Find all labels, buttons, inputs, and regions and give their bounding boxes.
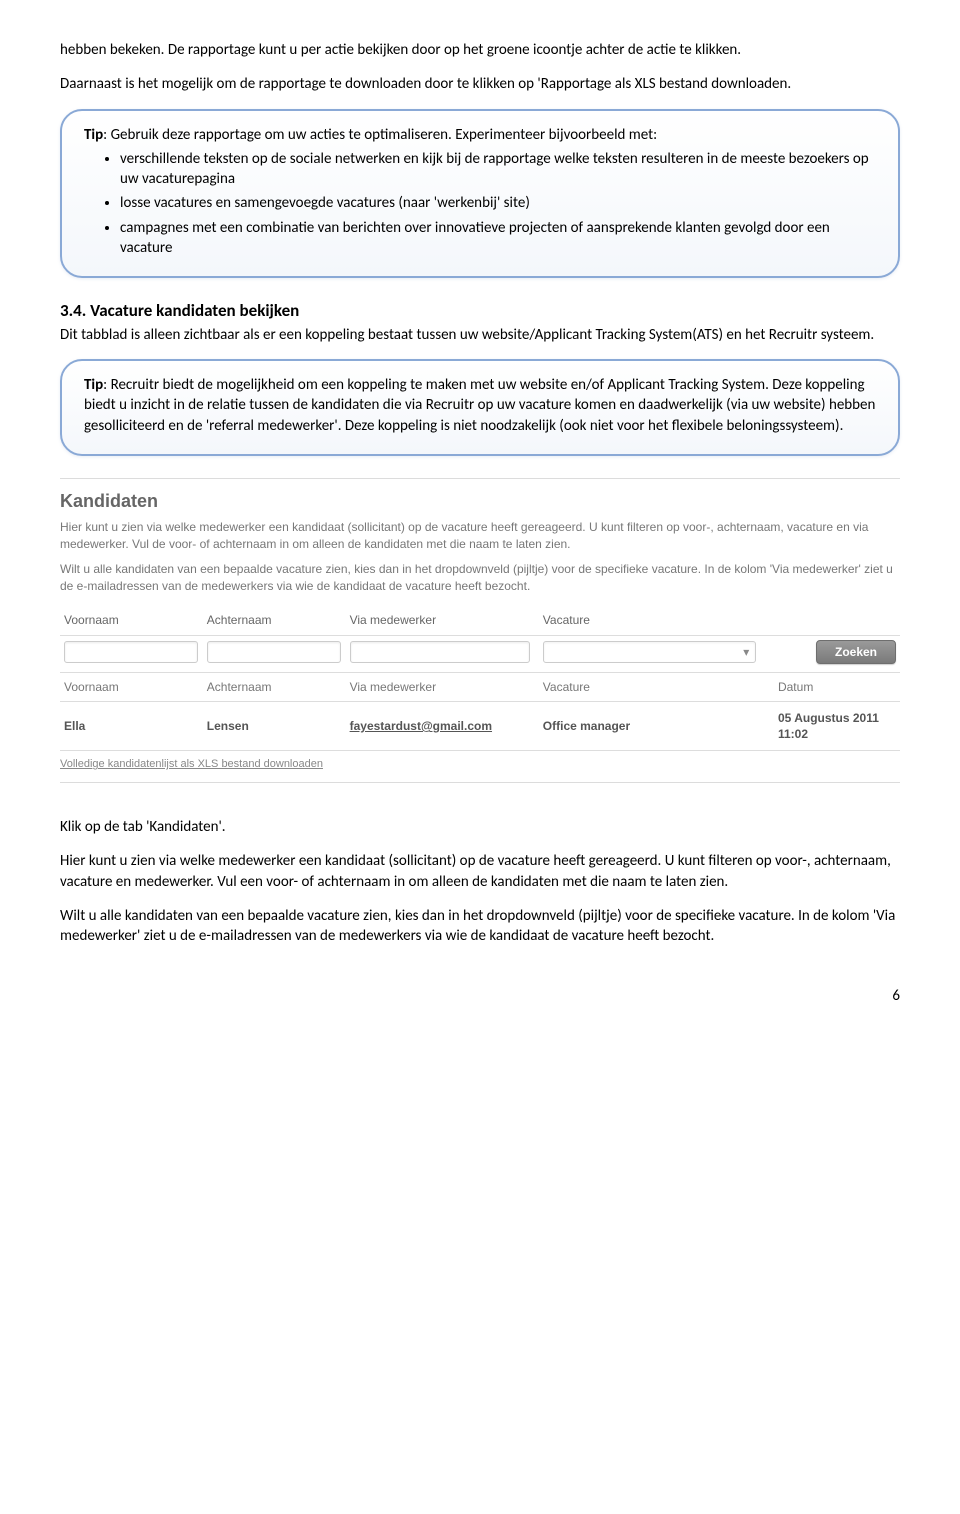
body-paragraph: Klik op de tab 'Kandidaten'. [60, 817, 900, 837]
col-header-vacature: Vacature [539, 606, 774, 635]
col2-via-medewerker: Via medewerker [346, 672, 539, 701]
cell-datum: 05 Augustus 2011 11:02 [774, 701, 900, 750]
page-number: 6 [60, 986, 900, 1006]
col2-datum: Datum [774, 672, 900, 701]
col-header-voornaam: Voornaam [60, 606, 203, 635]
kandidaten-title: Kandidaten [60, 479, 900, 519]
voornaam-input[interactable] [64, 641, 198, 663]
section-heading-3-4: 3.4. Vacature kandidaten bekijken [60, 300, 900, 323]
cell-achternaam: Lensen [203, 701, 346, 750]
tip-bullet: campagnes met een combinatie van bericht… [120, 218, 876, 259]
cell-vacature: Office manager [539, 701, 774, 750]
tip-text: : Gebruik deze rapportage om uw acties t… [103, 126, 657, 144]
col2-vacature: Vacature [539, 672, 774, 701]
kandidaten-filter-table: Voornaam Achternaam Via medewerker Vacat… [60, 606, 900, 751]
kandidaten-screenshot: Kandidaten Hier kunt u zien via welke me… [60, 478, 900, 783]
body-paragraph: Daarnaast is het mogelijk om de rapporta… [60, 74, 900, 94]
tip-box-1: Tip: Gebruik deze rapportage om uw actie… [60, 109, 900, 279]
table-row: Ella Lensen fayestardust@gmail.com Offic… [60, 701, 900, 750]
vacature-dropdown[interactable]: ▾ [543, 641, 757, 663]
chevron-down-icon: ▾ [743, 644, 749, 660]
body-paragraph: hebben bekeken. De rapportage kunt u per… [60, 40, 900, 60]
body-paragraph: Wilt u alle kandidaten van een bepaalde … [60, 906, 900, 947]
kandidaten-intro-1: Hier kunt u zien via welke medewerker ee… [60, 519, 900, 553]
col2-achternaam: Achternaam [203, 672, 346, 701]
result-header-row: Voornaam Achternaam Via medewerker Vacat… [60, 672, 900, 701]
tip-box-2: Tip: Recruitr biedt de mogelijkheid om e… [60, 359, 900, 456]
col2-voornaam: Voornaam [60, 672, 203, 701]
via-medewerker-input[interactable] [350, 641, 530, 663]
col-header-achternaam: Achternaam [203, 606, 346, 635]
body-paragraph: Hier kunt u zien via welke medewerker ee… [60, 851, 900, 892]
tip-label: Tip [84, 126, 103, 144]
tip-bullet: verschillende teksten op de sociale netw… [120, 149, 876, 190]
tip-label: Tip [84, 376, 103, 394]
download-xls-link[interactable]: Volledige kandidatenlijst als XLS bestan… [60, 751, 323, 782]
achternaam-input[interactable] [207, 641, 341, 663]
tip-bullet-list: verschillende teksten op de sociale netw… [84, 149, 876, 258]
zoeken-button[interactable]: Zoeken [816, 640, 896, 664]
cell-email: fayestardust@gmail.com [346, 701, 539, 750]
body-paragraph: Dit tabblad is alleen zichtbaar als er e… [60, 325, 900, 345]
cell-voornaam: Ella [60, 701, 203, 750]
filter-row: ▾ Zoeken [60, 635, 900, 672]
kandidaten-intro-2: Wilt u alle kandidaten van een bepaalde … [60, 561, 900, 595]
tip-bullet: losse vacatures en samengevoegde vacatur… [120, 193, 876, 213]
col-header-via-medewerker: Via medewerker [346, 606, 539, 635]
email-link[interactable]: fayestardust@gmail.com [350, 719, 492, 733]
tip-text: : Recruitr biedt de mogelijkheid om een … [84, 376, 875, 435]
